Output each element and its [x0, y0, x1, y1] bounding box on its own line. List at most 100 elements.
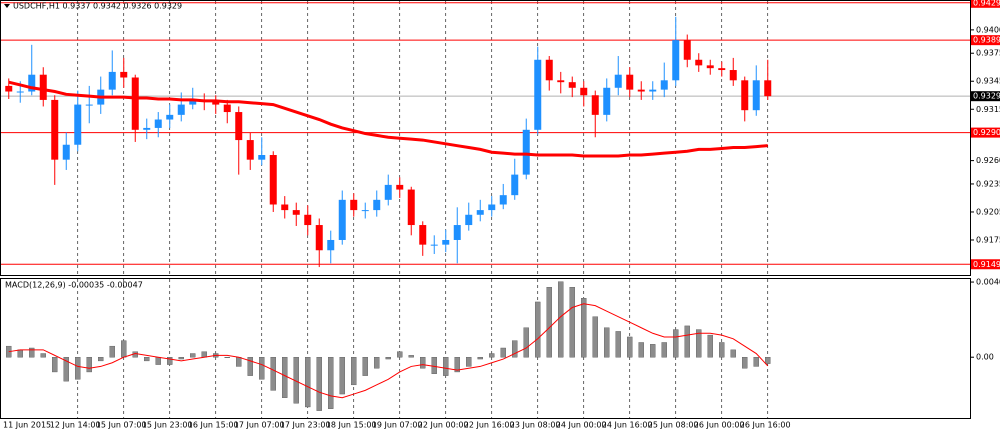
macd-bar: [627, 336, 633, 358]
candle-body: [154, 119, 162, 128]
x-tick-label: 22 Jun 16:00: [464, 421, 515, 430]
candle-body: [430, 244, 438, 246]
candle-body: [258, 155, 266, 160]
candle-body: [660, 80, 668, 90]
candle-body: [396, 184, 404, 190]
macd-bar: [684, 325, 690, 358]
macd-bar: [201, 351, 207, 358]
title-icon: [4, 4, 10, 8]
candle-body: [465, 214, 473, 226]
candle-body: [74, 104, 82, 145]
bid-label: 0.9329: [973, 92, 1000, 101]
macd-bar: [98, 357, 104, 362]
y-tick-label: 0.9345: [976, 77, 1000, 86]
macd-bar: [765, 357, 771, 364]
macd-bar: [592, 316, 598, 358]
candle-body: [292, 210, 300, 215]
macd-bar: [29, 347, 35, 358]
macd-bar: [466, 357, 472, 367]
macd-bar: [742, 357, 748, 369]
candle-body: [545, 59, 553, 81]
x-tick-label: 16 Jun 15:00: [188, 421, 239, 430]
level-label-box: [971, 127, 1000, 138]
macd-title: MACD(12,26,9) -0.00035 -0.00047: [5, 281, 143, 290]
macd-bar: [753, 357, 759, 367]
candle-body: [51, 99, 59, 160]
candle-body: [384, 184, 392, 200]
moving-average: [8, 80, 768, 158]
macd-bar: [259, 357, 265, 380]
y-tick-label: 0.9375: [976, 49, 1000, 58]
macd-bar: [190, 353, 196, 358]
candle-body: [476, 210, 484, 215]
macd-bar: [374, 357, 380, 369]
candle-body: [235, 112, 243, 141]
level-label: 0.9389: [973, 36, 1000, 45]
macd-bar: [512, 340, 518, 358]
macd-bar: [224, 357, 230, 358]
y-tick-label: 0.9175: [976, 235, 1000, 244]
x-tick-label: 15 Jun 23:00: [142, 421, 193, 430]
candle-body: [534, 59, 542, 130]
macd-bar: [362, 357, 368, 376]
candle-body: [741, 80, 749, 111]
candle-body: [752, 80, 760, 111]
candle-body: [419, 225, 427, 245]
macd-bar: [454, 357, 460, 373]
candle-body: [442, 239, 450, 245]
macd-bar: [477, 357, 483, 360]
candle-body: [511, 174, 519, 196]
macd-bar: [730, 349, 736, 358]
macd-bar: [121, 340, 127, 358]
macd-bar: [339, 357, 345, 395]
macd-bar: [615, 331, 621, 358]
macd-bar: [86, 357, 92, 373]
x-tick-label: 22 Jun 00:00: [418, 421, 469, 430]
candle-body: [591, 95, 599, 115]
x-tick-label: 12 Jun 14:00: [50, 421, 101, 430]
candle-body: [304, 214, 312, 226]
macd-bar: [638, 342, 644, 358]
macd-bar: [351, 357, 357, 386]
candle-body: [672, 40, 680, 81]
macd-bar: [75, 357, 81, 380]
macd-bar: [719, 342, 725, 358]
candle-body: [131, 77, 139, 130]
candle-body: [649, 89, 657, 92]
macd-bar: [236, 357, 242, 367]
level-label: 0.9290: [973, 128, 1000, 137]
candle-body: [315, 225, 323, 251]
macd-bar: [443, 357, 449, 376]
candle-body: [212, 101, 220, 105]
candle-body: [246, 140, 254, 160]
candle-body: [269, 155, 277, 205]
macd-bar: [328, 357, 334, 409]
macd-bar: [558, 281, 564, 358]
candle-body: [62, 144, 70, 160]
y-tick-label: 0.9315: [976, 105, 1000, 114]
x-tick-label: 23 Jun 08:00: [510, 421, 561, 430]
candle-body: [177, 104, 185, 115]
candle-body: [764, 80, 772, 97]
candle-body: [108, 71, 116, 90]
level-label-box: [971, 0, 1000, 8]
macd-bar: [17, 349, 23, 358]
macd-bar: [167, 357, 173, 365]
macd-bar: [247, 357, 253, 376]
candle-body: [718, 68, 726, 71]
candle-body: [603, 87, 611, 115]
y-tick-label: 0.9235: [976, 179, 1000, 188]
candle-body: [85, 104, 93, 106]
macd-bar: [408, 355, 414, 358]
macd-bar: [604, 327, 610, 358]
candle-body: [166, 114, 174, 120]
macd-bar: [270, 357, 276, 391]
candle-body: [189, 99, 197, 105]
x-tick-label: 15 Jun 07:00: [96, 421, 147, 430]
macd-bar: [569, 287, 575, 358]
chart-title: USDCHF,H1 0.9337 0.9342 0.9326 0.9329: [13, 2, 182, 11]
